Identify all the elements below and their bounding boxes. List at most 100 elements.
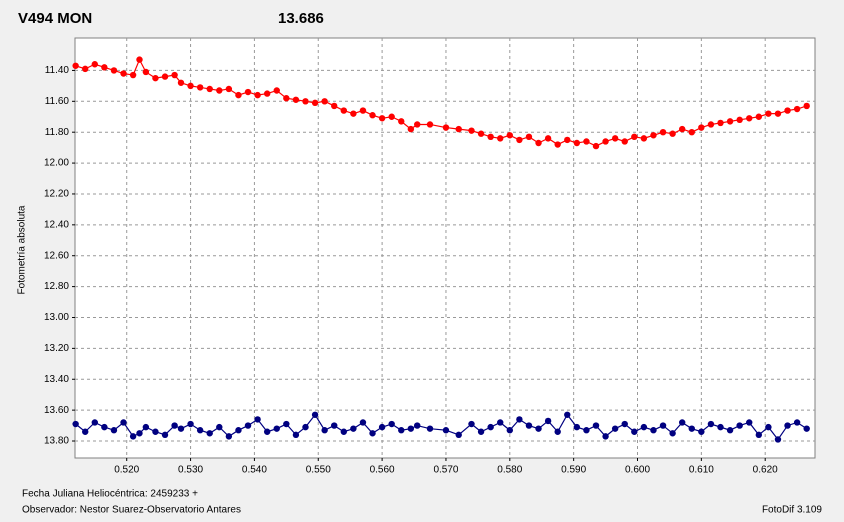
data-point bbox=[611, 425, 619, 432]
data-point bbox=[659, 422, 667, 429]
data-point bbox=[225, 85, 233, 93]
y-tick-label: 12.00 bbox=[44, 158, 69, 169]
data-point bbox=[273, 425, 280, 432]
data-point bbox=[321, 427, 328, 434]
data-point bbox=[331, 102, 338, 110]
data-point bbox=[369, 430, 376, 437]
x-tick-label: 0.580 bbox=[497, 465, 522, 476]
data-point bbox=[350, 425, 357, 432]
data-point bbox=[455, 431, 462, 439]
data-point bbox=[340, 428, 348, 435]
data-point bbox=[803, 425, 810, 432]
data-point bbox=[110, 67, 118, 74]
data-point bbox=[398, 118, 405, 125]
data-point bbox=[698, 428, 705, 435]
data-point bbox=[726, 118, 734, 125]
data-point bbox=[177, 425, 185, 432]
data-point bbox=[765, 110, 772, 117]
data-point bbox=[717, 423, 724, 431]
y-tick-label: 13.40 bbox=[44, 374, 69, 385]
data-point bbox=[129, 433, 137, 440]
x-tick-label: 0.610 bbox=[689, 465, 714, 476]
data-point bbox=[120, 70, 127, 77]
plot-area bbox=[74, 37, 816, 459]
data-point bbox=[592, 142, 600, 150]
y-tick-label: 11.60 bbox=[45, 96, 70, 107]
data-point bbox=[583, 427, 590, 434]
data-point bbox=[506, 132, 514, 139]
data-point bbox=[573, 139, 581, 147]
y-tick-label: 13.60 bbox=[44, 405, 69, 416]
data-point bbox=[640, 423, 648, 431]
data-point bbox=[72, 62, 79, 69]
data-point bbox=[583, 138, 590, 145]
data-point bbox=[136, 430, 143, 437]
data-point bbox=[216, 87, 223, 94]
data-point bbox=[516, 416, 523, 423]
y-tick-label: 12.80 bbox=[44, 281, 69, 292]
data-point bbox=[611, 135, 619, 142]
data-point bbox=[161, 73, 169, 80]
data-point bbox=[774, 110, 782, 117]
data-point bbox=[142, 423, 150, 431]
data-point bbox=[350, 110, 357, 117]
data-point bbox=[359, 419, 367, 426]
y-tick-label: 13.00 bbox=[44, 312, 69, 323]
x-tick-label: 0.560 bbox=[370, 465, 395, 476]
data-point bbox=[602, 138, 609, 145]
data-point bbox=[455, 125, 462, 133]
data-point bbox=[91, 61, 98, 68]
data-point bbox=[426, 425, 434, 432]
data-point bbox=[755, 431, 763, 439]
data-point bbox=[292, 431, 300, 439]
data-point bbox=[698, 124, 705, 131]
data-point bbox=[678, 125, 686, 133]
data-point bbox=[497, 135, 504, 142]
data-point bbox=[755, 113, 763, 120]
data-point bbox=[669, 130, 676, 137]
data-point bbox=[688, 425, 695, 432]
data-point bbox=[414, 422, 421, 429]
data-point bbox=[535, 425, 542, 432]
data-point bbox=[263, 428, 271, 435]
data-point bbox=[535, 139, 542, 147]
x-tick-label: 0.620 bbox=[753, 465, 778, 476]
data-point bbox=[283, 420, 290, 428]
data-point bbox=[468, 127, 475, 134]
data-point bbox=[171, 422, 178, 429]
data-point bbox=[340, 107, 348, 114]
chart-title: V494 MON bbox=[18, 10, 92, 27]
data-point bbox=[235, 427, 242, 434]
data-point bbox=[717, 119, 724, 127]
data-point bbox=[244, 422, 252, 429]
data-point bbox=[554, 141, 561, 148]
data-point bbox=[793, 419, 801, 426]
data-point bbox=[244, 88, 252, 96]
data-point bbox=[544, 135, 552, 142]
observer-note: Observador: Nestor Suarez-Observatorio A… bbox=[22, 505, 241, 516]
data-point bbox=[803, 102, 810, 110]
data-point bbox=[564, 136, 571, 144]
data-point bbox=[196, 84, 204, 91]
data-point bbox=[442, 427, 450, 434]
y-tick-label: 12.40 bbox=[44, 219, 69, 230]
data-point bbox=[311, 411, 319, 418]
x-tick-label: 0.520 bbox=[114, 465, 139, 476]
data-point bbox=[152, 74, 159, 82]
data-point bbox=[292, 96, 300, 103]
x-axis-label: Fecha Juliana Heliocéntrica: 2459233 + bbox=[22, 489, 198, 500]
data-point bbox=[669, 430, 676, 437]
data-point bbox=[631, 133, 638, 141]
data-point bbox=[765, 423, 772, 431]
data-point bbox=[142, 68, 150, 76]
data-point bbox=[487, 423, 494, 431]
data-point bbox=[621, 138, 628, 145]
data-point bbox=[736, 422, 743, 429]
x-tick-label: 0.530 bbox=[178, 465, 203, 476]
x-tick-label: 0.600 bbox=[625, 465, 650, 476]
data-point bbox=[477, 130, 485, 137]
data-point bbox=[793, 105, 801, 113]
data-point bbox=[592, 422, 600, 429]
data-point bbox=[331, 422, 338, 429]
